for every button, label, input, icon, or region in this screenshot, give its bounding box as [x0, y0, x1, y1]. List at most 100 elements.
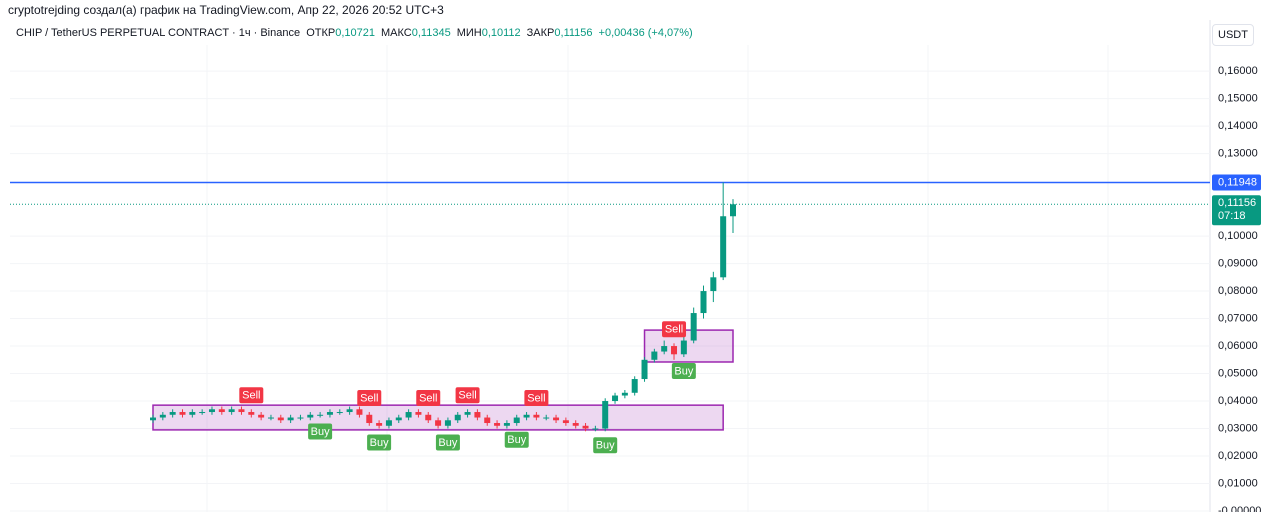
candle-body [730, 204, 736, 217]
ohlc-value: 0,10721 [335, 27, 375, 39]
signal-box [524, 390, 549, 407]
candle-body [474, 412, 481, 418]
candle-body [385, 420, 392, 426]
y-tick-label: 0,16000 [1218, 65, 1258, 77]
signal-label: Buy [674, 365, 693, 377]
last-price-label: 0,11156 [1218, 197, 1256, 209]
candle-body [405, 412, 412, 418]
candle-body [159, 414, 166, 418]
ohlc-value: 0,10112 [481, 27, 521, 39]
ohlc: ОТКР0,10721 МАКС0,11345 МИН0,10112 ЗАКР0,11… [306, 27, 598, 39]
candle-body [376, 423, 383, 426]
countdown: 07:18 [1218, 210, 1246, 222]
y-tick-label: 0,06000 [1218, 340, 1258, 352]
y-tick-label: 0,03000 [1218, 422, 1258, 434]
candle-body [553, 417, 560, 421]
y-tick-label: -0,00000 [1218, 505, 1261, 512]
candle-body [228, 409, 235, 413]
y-tick-label: 0,04000 [1218, 395, 1258, 407]
candle-body [641, 359, 648, 380]
y-tick-label: 0,07000 [1218, 312, 1258, 324]
vertical-grid [206, 45, 1109, 512]
signal-box [239, 387, 264, 404]
change: +0,00436 (+4,07%) [598, 27, 693, 39]
y-tick-label: 0,14000 [1218, 120, 1258, 132]
candle-body [710, 277, 717, 292]
price-line-label: 0,11948 [1218, 176, 1257, 188]
candle-body [533, 414, 540, 418]
candle-body [218, 409, 225, 413]
signal-box [504, 431, 529, 448]
candle-body [562, 420, 569, 424]
candle-body [150, 417, 156, 421]
candle-body [503, 423, 510, 426]
symbol: CHIP / TetherUS PERPETUAL CONTRACT · 1ч … [16, 27, 301, 39]
candle-body [395, 417, 402, 421]
y-tick-label: 0,09000 [1218, 257, 1258, 269]
y-tick-label: 0,15000 [1218, 93, 1258, 105]
signal-label: Sell [242, 390, 260, 402]
legend: CHIP / TetherUS PERPETUAL CONTRACT · 1ч … [16, 27, 699, 39]
ohlc-value: 0,11345 [411, 27, 451, 39]
signal-box [435, 434, 460, 451]
y-tick-label: 0,08000 [1218, 285, 1258, 297]
signal-label: Buy [438, 437, 457, 449]
signal-box [308, 423, 333, 440]
candle-body [523, 414, 530, 418]
candle-body [208, 409, 215, 413]
credit: cryptotrejding создал(а) график на Tradi… [8, 3, 444, 17]
candle-body [277, 417, 284, 421]
signal-label: Sell [527, 392, 545, 404]
candle-body [425, 414, 432, 421]
candle-body [336, 412, 343, 414]
signal-box [671, 363, 696, 380]
signal-box [593, 437, 618, 454]
candle-body [464, 412, 471, 415]
candle-body [169, 412, 176, 415]
candle-body [661, 346, 668, 352]
candle-body [179, 412, 186, 415]
candle-body [248, 412, 255, 415]
candle-body [612, 395, 619, 402]
candle-body [582, 425, 589, 429]
candle-body [513, 417, 520, 424]
candle-body [307, 414, 314, 418]
candle-body [494, 423, 501, 426]
candle-body [484, 417, 491, 424]
candle-body [415, 412, 422, 415]
candle-body [297, 417, 304, 419]
signal-label: Sell [419, 392, 437, 404]
signal-label: Sell [360, 392, 378, 404]
candle-body [326, 412, 333, 415]
candle-body [671, 346, 678, 355]
candle-body [346, 409, 353, 413]
candle-body [199, 412, 206, 414]
signal-label: Buy [596, 440, 615, 452]
candle-body [680, 340, 687, 355]
ohlc-label: МИН [456, 27, 482, 39]
ohlc-label: МАКС [381, 27, 412, 39]
signal-label: Buy [507, 434, 526, 446]
candle-body [720, 216, 727, 278]
candle-body [287, 417, 294, 421]
candle-body [690, 313, 697, 341]
candle-body [572, 423, 579, 426]
signal-box [455, 387, 480, 404]
candle-body [543, 417, 550, 419]
signal-box [662, 321, 687, 338]
y-tick-label: 0,10000 [1218, 230, 1258, 242]
candle-body [454, 414, 461, 421]
zone [643, 329, 734, 363]
signal-label: Buy [311, 426, 330, 438]
candle-body [238, 409, 245, 413]
currency-button[interactable]: USDT [1212, 24, 1254, 46]
signal-label: Sell [458, 390, 476, 402]
candle-body [267, 417, 274, 419]
price-line-box [1212, 174, 1261, 191]
candle-body [317, 414, 324, 416]
signal-label: Buy [370, 437, 389, 449]
y-tick-label: 0,13000 [1218, 148, 1258, 160]
candle-body [435, 420, 442, 426]
candle-body [631, 379, 638, 393]
candle-body [258, 414, 265, 418]
